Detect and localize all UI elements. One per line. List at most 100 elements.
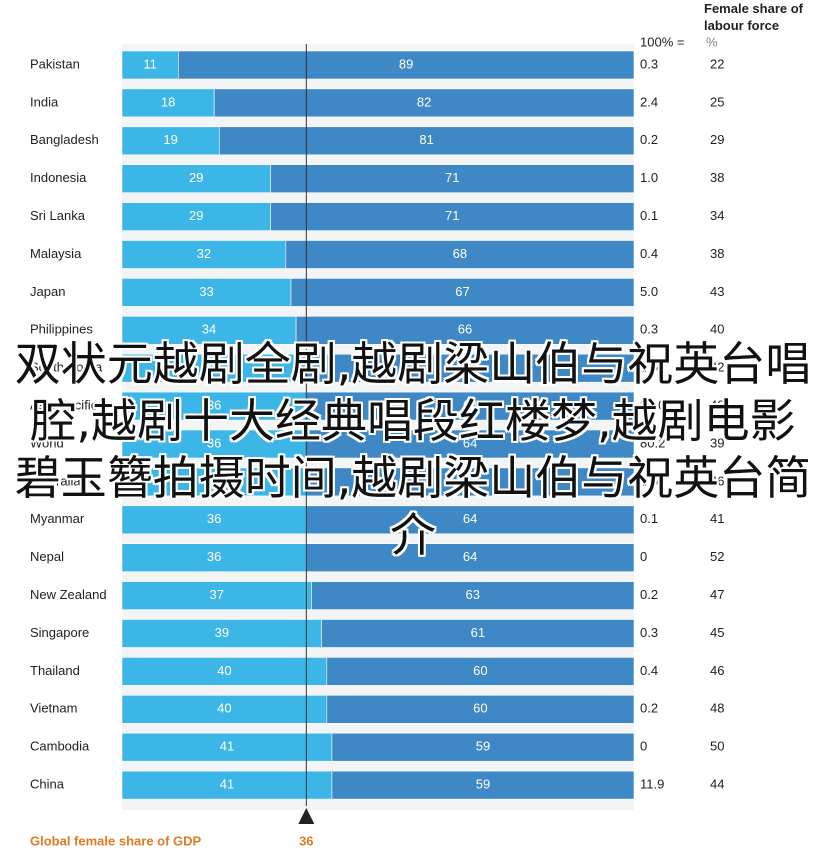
gdp-value: 0 bbox=[640, 739, 647, 754]
category-label: Singapore bbox=[30, 625, 89, 640]
bar-value-label: 64 bbox=[463, 435, 477, 450]
bar-segment bbox=[121, 657, 328, 686]
gdp-value: 0.2 bbox=[640, 587, 658, 602]
labour-value: 42 bbox=[710, 360, 724, 375]
category-label: Pakistan bbox=[30, 56, 80, 71]
category-label: Thailand bbox=[30, 663, 80, 678]
bar-value-label: 59 bbox=[476, 777, 490, 792]
category-label: New Zealand bbox=[30, 587, 107, 602]
category-label: World bbox=[30, 435, 64, 450]
bar-value-label: 36 bbox=[207, 473, 221, 488]
bar-segment bbox=[121, 619, 322, 648]
marker-label: Global female share of GDP bbox=[30, 833, 202, 848]
category-label: Vietnam bbox=[30, 701, 77, 716]
bar-value-label: 37 bbox=[209, 587, 223, 602]
bar-segment bbox=[300, 353, 635, 383]
labour-value: 34 bbox=[710, 208, 724, 223]
overlay-text: 双状元越剧全剧,越剧梁山伯与祝英台唱腔,越剧十大经典唱段红楼梦,越剧电影碧玉簪拍… bbox=[14, 337, 812, 562]
bar-value-label: 40 bbox=[217, 663, 231, 678]
bar-value-label: 29 bbox=[189, 170, 203, 185]
bar-value-label: 18 bbox=[161, 94, 175, 109]
bar-value-label: 71 bbox=[445, 170, 459, 185]
bar-value-label: 64 bbox=[463, 398, 477, 413]
category-label: Sri Lanka bbox=[30, 208, 86, 223]
gdp-value: 1.5 bbox=[640, 360, 658, 375]
bar-segment bbox=[331, 770, 635, 800]
labour-value: 38 bbox=[710, 170, 724, 185]
labour-value: 29 bbox=[710, 132, 724, 147]
bar-value-label: 82 bbox=[417, 94, 431, 109]
category-label: India bbox=[30, 94, 59, 109]
bar-segment bbox=[121, 202, 271, 231]
labour-value: 47 bbox=[710, 587, 724, 602]
bar-segment bbox=[295, 315, 635, 345]
gdp-header: 100% = bbox=[640, 34, 684, 49]
bar-segment bbox=[306, 391, 635, 421]
category-label: China bbox=[30, 777, 65, 792]
labour-value: 46 bbox=[710, 473, 724, 488]
bar-value-label: 64 bbox=[463, 549, 477, 564]
bar-segment bbox=[218, 126, 635, 156]
bar-value-label: 68 bbox=[453, 246, 467, 261]
bar-value-label: 11 bbox=[143, 56, 157, 71]
bar-segment bbox=[326, 657, 635, 686]
bar-segment bbox=[270, 164, 635, 193]
labour-unit: % bbox=[706, 34, 718, 49]
gdp-value: 0 bbox=[640, 549, 647, 564]
bar-segment bbox=[121, 164, 271, 193]
labour-value: 39 bbox=[710, 435, 724, 450]
bar-segment bbox=[306, 505, 635, 535]
bar-segment bbox=[121, 770, 333, 800]
category-label: Nepal bbox=[30, 549, 64, 564]
gdp-value: 1.0 bbox=[640, 170, 658, 185]
bar-segment bbox=[121, 543, 307, 573]
bar-segment bbox=[213, 88, 635, 118]
bar-value-label: 39 bbox=[215, 625, 229, 640]
bar-segment bbox=[121, 353, 302, 383]
bar-segment bbox=[285, 240, 635, 269]
bar-segment bbox=[290, 278, 635, 307]
bar-segment bbox=[321, 619, 635, 648]
bar-value-label: 36 bbox=[207, 435, 221, 450]
bar-value-label: 35 bbox=[204, 360, 218, 375]
category-label: Indonesia bbox=[30, 170, 87, 185]
labour-value: 43 bbox=[710, 284, 724, 299]
bar-value-label: 29 bbox=[189, 208, 203, 223]
bar-value-label: 61 bbox=[471, 625, 485, 640]
bar-value-label: 40 bbox=[217, 701, 231, 716]
bar-segment bbox=[270, 202, 635, 231]
gdp-value: 28.0 bbox=[640, 398, 665, 413]
gdp-value: 0.3 bbox=[640, 625, 658, 640]
bar-segment bbox=[331, 732, 635, 762]
bar-segment bbox=[311, 581, 635, 610]
bar-segment bbox=[121, 467, 307, 497]
bar-value-label: 36 bbox=[207, 398, 221, 413]
bar-segment bbox=[306, 467, 635, 497]
gdp-value: 0.3 bbox=[640, 322, 658, 337]
bar-segment bbox=[306, 429, 635, 459]
bar-value-label: 41 bbox=[220, 777, 234, 792]
bar-value-label: 34 bbox=[202, 322, 216, 337]
category-label: South Korea bbox=[30, 360, 103, 375]
labour-value: 46 bbox=[710, 663, 724, 678]
marker-triangle bbox=[298, 808, 315, 824]
bar-value-label: 19 bbox=[163, 132, 177, 147]
bar-segment bbox=[178, 50, 635, 80]
bar-segment bbox=[121, 240, 287, 269]
category-label: Malaysia bbox=[30, 246, 82, 261]
labour-value: 40 bbox=[710, 322, 724, 337]
labour-value: 22 bbox=[710, 56, 724, 71]
bar-value-label: 64 bbox=[463, 511, 477, 526]
labour-value: 45 bbox=[710, 625, 724, 640]
labour-header: Female share of labour force bbox=[704, 1, 803, 33]
category-label: Bangladesh bbox=[30, 132, 99, 147]
bar-value-label: 81 bbox=[419, 132, 433, 147]
bar-value-label: 59 bbox=[476, 739, 490, 754]
bar-value-label: 65 bbox=[460, 360, 474, 375]
gdp-value: 2.4 bbox=[640, 94, 658, 109]
bar-value-label: 36 bbox=[207, 511, 221, 526]
gdp-value: 0.2 bbox=[640, 701, 658, 716]
bar-value-label: 33 bbox=[199, 284, 213, 299]
